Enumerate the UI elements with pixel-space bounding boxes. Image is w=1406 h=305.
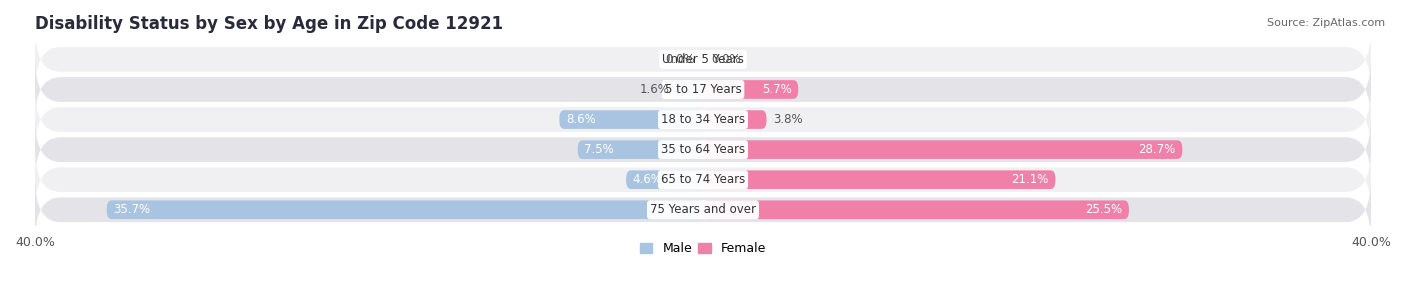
FancyBboxPatch shape [35,177,1371,242]
FancyBboxPatch shape [703,170,1056,189]
FancyBboxPatch shape [35,117,1371,182]
FancyBboxPatch shape [560,110,703,129]
Text: 35.7%: 35.7% [114,203,150,216]
Text: 3.8%: 3.8% [773,113,803,126]
Text: Source: ZipAtlas.com: Source: ZipAtlas.com [1267,18,1385,28]
Text: 7.5%: 7.5% [585,143,614,156]
Text: 25.5%: 25.5% [1085,203,1122,216]
Text: Under 5 Years: Under 5 Years [662,53,744,66]
Text: 75 Years and over: 75 Years and over [650,203,756,216]
Text: 35 to 64 Years: 35 to 64 Years [661,143,745,156]
Text: 8.6%: 8.6% [567,113,596,126]
Text: 4.6%: 4.6% [633,173,662,186]
Text: 1.6%: 1.6% [640,83,669,96]
Text: Disability Status by Sex by Age in Zip Code 12921: Disability Status by Sex by Age in Zip C… [35,15,503,33]
Text: 0.0%: 0.0% [665,53,695,66]
Text: 0.0%: 0.0% [711,53,741,66]
FancyBboxPatch shape [703,140,1182,159]
FancyBboxPatch shape [676,80,703,99]
FancyBboxPatch shape [35,27,1371,92]
FancyBboxPatch shape [35,147,1371,213]
Text: 21.1%: 21.1% [1011,173,1049,186]
Legend: Male, Female: Male, Female [636,237,770,260]
FancyBboxPatch shape [703,110,766,129]
Text: 5 to 17 Years: 5 to 17 Years [665,83,741,96]
Text: 5.7%: 5.7% [762,83,792,96]
FancyBboxPatch shape [35,87,1371,152]
FancyBboxPatch shape [626,170,703,189]
Text: 65 to 74 Years: 65 to 74 Years [661,173,745,186]
Text: 18 to 34 Years: 18 to 34 Years [661,113,745,126]
Text: 28.7%: 28.7% [1139,143,1175,156]
FancyBboxPatch shape [703,80,799,99]
FancyBboxPatch shape [35,57,1371,122]
FancyBboxPatch shape [578,140,703,159]
FancyBboxPatch shape [703,200,1129,219]
FancyBboxPatch shape [107,200,703,219]
